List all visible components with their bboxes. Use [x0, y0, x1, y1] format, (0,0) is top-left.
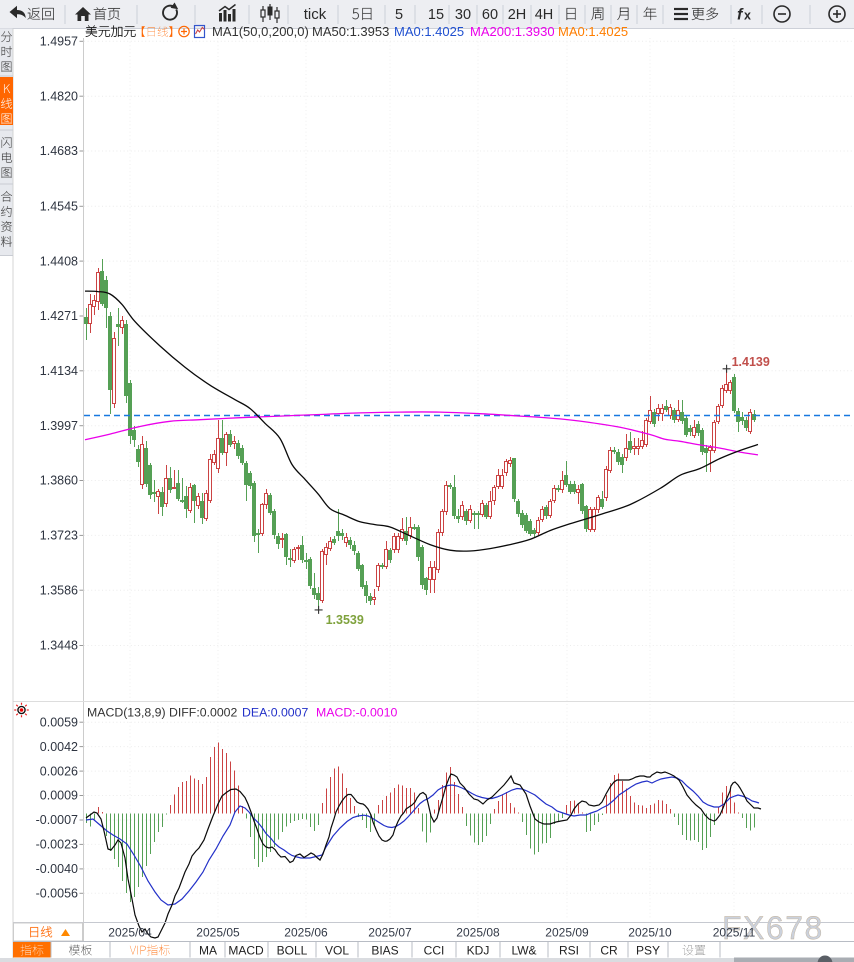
svg-text:1.4134: 1.4134 — [40, 364, 78, 378]
svg-text:-0.0056: -0.0056 — [36, 887, 78, 901]
svg-text:MACD(13,8,9) DIFF:0.0002: MACD(13,8,9) DIFF:0.0002 — [87, 706, 238, 720]
svg-text:MA0:1.4025: MA0:1.4025 — [558, 24, 628, 39]
svg-text:MA50:1.3953: MA50:1.3953 — [312, 24, 389, 39]
svg-text:f: f — [737, 7, 744, 24]
svg-text:0.0026: 0.0026 — [40, 764, 78, 778]
svg-text:2025/11: 2025/11 — [713, 926, 756, 940]
svg-text:1.4271: 1.4271 — [40, 309, 78, 323]
svg-text:KDJ: KDJ — [467, 944, 490, 958]
svg-text:0.0009: 0.0009 — [40, 789, 78, 803]
svg-text:2025/10: 2025/10 — [628, 926, 672, 940]
svg-text:2025/05: 2025/05 — [196, 926, 240, 940]
svg-text:60: 60 — [482, 7, 498, 23]
svg-text:tick: tick — [304, 6, 327, 23]
svg-text:5: 5 — [395, 7, 403, 23]
svg-text:30: 30 — [455, 7, 471, 23]
svg-text:-0.0007: -0.0007 — [36, 813, 78, 827]
svg-text:BIAS: BIAS — [371, 944, 398, 958]
svg-text:BOLL: BOLL — [277, 944, 308, 958]
svg-text:MACD: MACD — [228, 944, 264, 958]
svg-text:CCI: CCI — [424, 944, 445, 958]
svg-text:2H: 2H — [508, 7, 527, 23]
svg-text:1.4545: 1.4545 — [40, 200, 78, 214]
svg-text:2025/06: 2025/06 — [284, 926, 328, 940]
svg-text:MA0:1.4025: MA0:1.4025 — [394, 24, 464, 39]
svg-text:1.4820: 1.4820 — [40, 89, 78, 103]
svg-text:MA200:1.3930: MA200:1.3930 — [470, 24, 555, 39]
svg-text:FX678: FX678 — [722, 910, 824, 946]
svg-text:MA: MA — [199, 944, 217, 958]
svg-text:0.0059: 0.0059 — [40, 715, 78, 729]
svg-text:0.0042: 0.0042 — [40, 740, 78, 754]
svg-text:RSI: RSI — [559, 944, 579, 958]
svg-text:1.4957: 1.4957 — [40, 35, 78, 49]
svg-text:LW&: LW& — [511, 944, 536, 958]
svg-text:2025/09: 2025/09 — [545, 926, 589, 940]
svg-text:1.3586: 1.3586 — [40, 583, 78, 597]
svg-text:CR: CR — [600, 944, 618, 958]
svg-text:-0.0023: -0.0023 — [36, 838, 78, 852]
svg-text:4H: 4H — [535, 7, 554, 23]
svg-text:MA1(50,0,200,0): MA1(50,0,200,0) — [212, 24, 309, 39]
svg-text:x: x — [744, 9, 751, 23]
svg-text:VOL: VOL — [325, 944, 349, 958]
svg-text:1.4139: 1.4139 — [732, 355, 770, 369]
svg-text:1.3723: 1.3723 — [40, 529, 78, 543]
svg-text:1.3448: 1.3448 — [40, 639, 78, 653]
svg-text:-0.0040: -0.0040 — [36, 862, 78, 876]
svg-text:1.3997: 1.3997 — [40, 419, 78, 433]
svg-text:1.4683: 1.4683 — [40, 144, 78, 158]
svg-text:PSY: PSY — [636, 944, 660, 958]
svg-text:2025/07: 2025/07 — [368, 926, 412, 940]
svg-text:2025/08: 2025/08 — [456, 926, 500, 940]
svg-text:MACD:-0.0010: MACD:-0.0010 — [316, 706, 397, 720]
svg-text:1.3860: 1.3860 — [40, 474, 78, 488]
svg-text:1.3539: 1.3539 — [326, 613, 364, 627]
svg-text:15: 15 — [428, 7, 444, 23]
svg-text:1.4408: 1.4408 — [40, 254, 78, 268]
svg-text:DEA:0.0007: DEA:0.0007 — [242, 706, 308, 720]
svg-text:2025/04: 2025/04 — [108, 926, 152, 940]
